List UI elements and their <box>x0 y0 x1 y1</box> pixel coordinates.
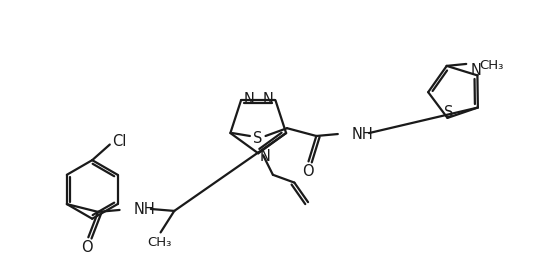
Text: S: S <box>253 131 263 146</box>
Text: O: O <box>302 163 314 178</box>
Text: NH: NH <box>352 126 373 141</box>
Text: N: N <box>243 91 255 106</box>
Text: N: N <box>471 63 482 78</box>
Text: N: N <box>262 91 273 106</box>
Text: CH₃: CH₃ <box>479 59 503 72</box>
Text: CH₃: CH₃ <box>148 235 172 248</box>
Text: Cl: Cl <box>112 134 127 149</box>
Text: N: N <box>260 148 271 163</box>
Text: O: O <box>82 239 93 253</box>
Text: NH: NH <box>133 202 155 217</box>
Text: S: S <box>444 104 453 119</box>
